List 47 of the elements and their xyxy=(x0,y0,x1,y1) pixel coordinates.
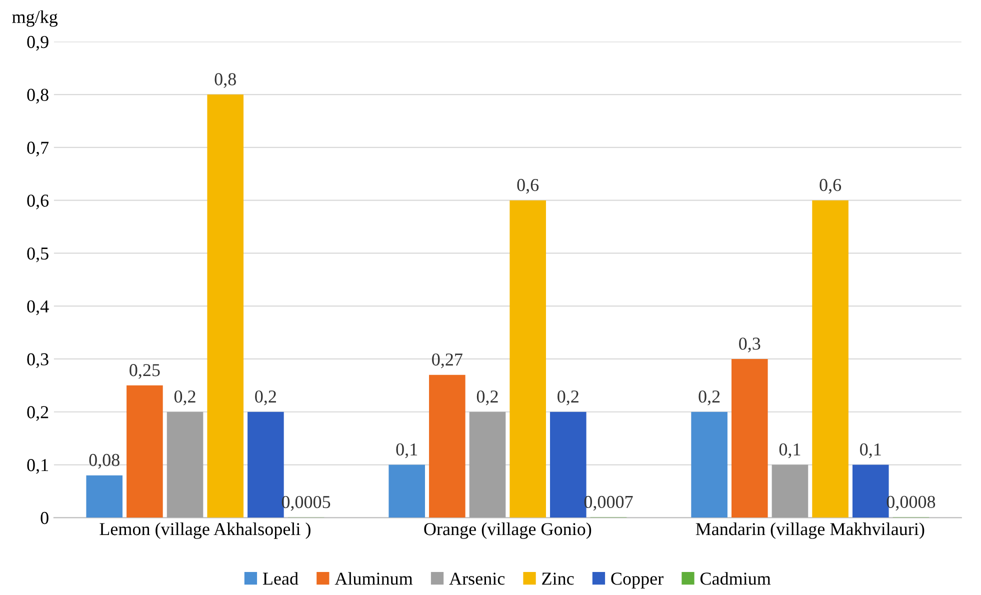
bar xyxy=(86,475,123,518)
data-label: 0,8 xyxy=(214,73,236,88)
data-label: 0,2 xyxy=(558,390,578,406)
legend-label: Zinc xyxy=(542,572,574,585)
bar xyxy=(207,94,244,518)
data-label: 0,25 xyxy=(130,364,160,379)
data-label: 0,6 xyxy=(517,178,539,194)
y-tick-label: 0,6 xyxy=(27,194,49,210)
legend-label: Lead xyxy=(262,572,298,585)
y-tick-label: 0,7 xyxy=(27,142,49,156)
legend-label: Copper xyxy=(611,572,664,588)
y-tick-label: 0,3 xyxy=(27,353,48,368)
x-tick-label: Orange (village Gonio) xyxy=(424,522,592,539)
y-tick-label: 0 xyxy=(40,512,48,524)
data-label: 0,08 xyxy=(89,454,120,469)
data-label: 0,3 xyxy=(739,338,760,352)
bar xyxy=(510,200,546,518)
bar xyxy=(166,412,204,518)
y-tick-label: 0,8 xyxy=(27,88,48,104)
y-tick-label: 0,9 xyxy=(27,36,48,51)
data-label: 0,6 xyxy=(820,178,842,194)
y-tick-label: 0,4 xyxy=(27,300,49,316)
bar xyxy=(812,200,848,518)
bar xyxy=(429,374,466,518)
data-label: 0,2 xyxy=(476,390,498,406)
data-label: 0,27 xyxy=(432,353,462,368)
data-label: 0,2 xyxy=(698,390,720,406)
legend-label: Aluminum xyxy=(334,572,413,585)
data-label: 0,1 xyxy=(860,443,881,458)
bar xyxy=(732,358,768,518)
data-label: 0,2 xyxy=(174,390,196,406)
data-label: 0,1 xyxy=(396,443,418,458)
bar xyxy=(691,412,728,518)
x-tick-label: Mandarin (village Makhvilauri) xyxy=(696,522,924,539)
x-tick-label: Lemon (village Akhalsopeli ) xyxy=(100,522,310,539)
y-axis-title: mg/kg xyxy=(12,10,58,27)
bar xyxy=(469,412,506,518)
data-label: 0,1 xyxy=(779,443,800,458)
legend-label: Cadmium xyxy=(700,572,771,585)
legend-label: Arsenic xyxy=(449,572,505,585)
y-tick-label: 0,5 xyxy=(27,247,48,262)
y-tick-label: 0,2 xyxy=(27,406,48,421)
bar xyxy=(388,464,425,518)
bar xyxy=(126,385,163,518)
bar xyxy=(772,464,808,518)
data-label: 0,2 xyxy=(255,390,276,406)
y-tick-label: 0,1 xyxy=(27,459,48,474)
